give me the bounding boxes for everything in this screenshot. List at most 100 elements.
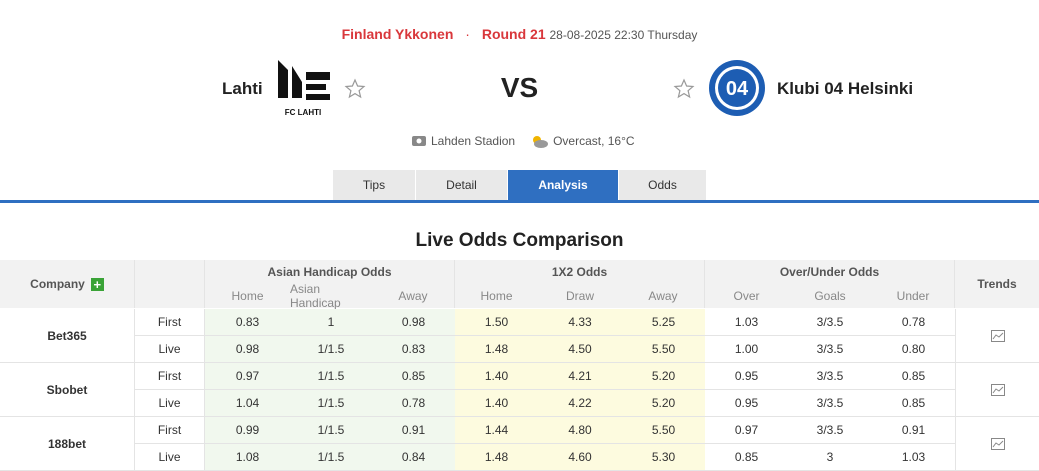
match-meta: Finland Ykkonen · Round 21 28-08-2025 22… [341,26,698,42]
trend-button[interactable] [955,363,1039,417]
odds: 0.95 [705,390,788,417]
sub-header: Over [705,284,788,308]
odds: 0.97 [705,417,788,444]
venue: Lahden Stadion [431,134,516,148]
odds: 1.03 [705,309,788,336]
odds: 5.20 [622,390,705,417]
tab[interactable]: Detail [416,170,507,200]
odds: 1/1.5 [290,444,372,471]
sub-header: Away [372,284,455,308]
odds: 0.83 [372,336,455,363]
stadium-icon [412,136,426,146]
tab[interactable]: Analysis [508,170,618,200]
league[interactable]: Finland Ykkonen [341,26,454,42]
type-header [135,260,205,308]
odds: 5.20 [622,363,705,390]
odds: 0.84 [372,444,455,471]
company-label: Company [30,277,85,291]
odds: 0.91 [372,417,455,444]
trend-icon[interactable] [990,383,1005,396]
odds: 0.85 [872,363,955,390]
weather: Overcast, 16°C [553,134,635,148]
odds: 0.85 [705,444,788,471]
company: 188bet [0,417,135,471]
tab[interactable]: Tips [333,170,415,200]
line-type: Live [135,336,205,363]
odds: 1.44 [455,417,538,444]
odds: 0.98 [205,336,290,363]
odds: 1/1.5 [290,390,372,417]
sub-header: Goals [788,284,872,308]
trend-button[interactable] [955,309,1039,363]
away-team[interactable]: Klubi 04 Helsinki [777,79,914,98]
group-header: Over/Under Odds [705,260,955,284]
line-type: Live [135,390,205,417]
odds: 1/1.5 [290,363,372,390]
odds: 0.95 [705,363,788,390]
section-title: Live Odds Comparison [415,230,624,251]
group-header: Asian Handicap Odds [205,260,455,284]
odds: 4.80 [538,417,622,444]
trend-icon[interactable] [990,437,1005,450]
odds: 1.48 [455,444,538,471]
odds: 1.03 [872,444,955,471]
favorite-star[interactable] [673,78,695,100]
sub-header: Home [205,284,290,308]
odds: 1.08 [205,444,290,471]
favorite-star[interactable] [344,78,366,100]
trend-icon[interactable] [990,329,1005,342]
odds: 1.04 [205,390,290,417]
company: Sbobet [0,363,135,417]
sub-header: Draw [538,284,622,308]
odds: 5.50 [622,336,705,363]
odds: 3/3.5 [788,309,872,336]
odds: 4.22 [538,390,622,417]
away-logo: 04 [709,60,765,116]
trend-button[interactable] [955,417,1039,471]
odds: 3 [788,444,872,471]
odds: 5.25 [622,309,705,336]
line-type: First [135,417,205,444]
odds: 1/1.5 [290,417,372,444]
sub-header: Under [872,284,955,308]
odds: 0.80 [872,336,955,363]
line-type: Live [135,444,205,471]
sub-header: Asian Handicap [290,282,372,310]
odds: 4.50 [538,336,622,363]
odds: 1.40 [455,390,538,417]
datetime: 28-08-2025 22:30 Thursday [549,28,698,42]
odds: 1.48 [455,336,538,363]
odds: 0.99 [205,417,290,444]
odds: 0.97 [205,363,290,390]
company: Bet365 [0,309,135,363]
odds: 0.85 [372,363,455,390]
odds: 3/3.5 [788,390,872,417]
company-header: Company + [0,260,135,308]
tab-underline [0,200,1039,203]
odds: 0.98 [372,309,455,336]
weather-icon [533,136,549,148]
home-logo: FC LAHTI [278,60,330,117]
sub-header: Home [455,284,538,308]
odds: 0.78 [872,309,955,336]
add-company[interactable]: + [90,277,104,291]
odds: 3/3.5 [788,363,872,390]
odds: 0.91 [872,417,955,444]
odds: 3/3.5 [788,417,872,444]
tab[interactable]: Odds [619,170,706,200]
sub-header: Away [622,284,705,308]
odds: 0.78 [372,390,455,417]
venue-weather: Lahden Stadion Overcast, 16°C [411,134,635,148]
odds: 4.60 [538,444,622,471]
vs: VS [500,72,539,103]
line-type: First [135,309,205,336]
home-team[interactable]: Lahti [222,79,263,98]
trends-header: Trends [955,260,1039,308]
odds: 0.85 [872,390,955,417]
odds: 5.50 [622,417,705,444]
odds: 0.83 [205,309,290,336]
odds: 1.40 [455,363,538,390]
odds: 1.50 [455,309,538,336]
group-header: 1X2 Odds [455,260,705,284]
